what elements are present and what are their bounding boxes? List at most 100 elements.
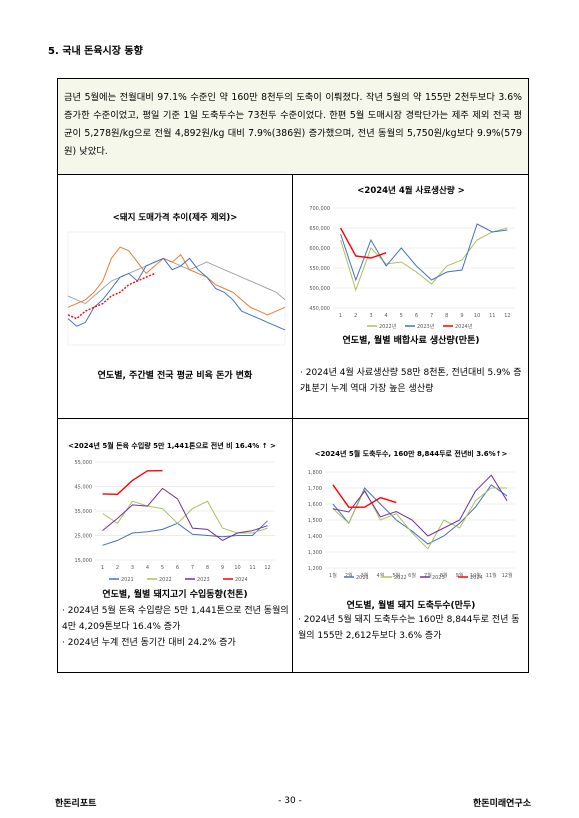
caption: 연도별, 월별 배합사료 생산량(만톤) <box>342 336 480 346</box>
y-tick-label: 1,200 <box>308 566 322 572</box>
bullet: · 2024년 누계 전년 동기간 대비 24.2% 증가 <box>62 638 236 648</box>
caption: 연도별, 주간별 전국 평균 비육 돈가 변화 <box>97 371 253 381</box>
x-tick-label: 7월 <box>424 572 432 579</box>
x-tick-label: 2 <box>354 313 357 319</box>
y-tick-label: 1,300 <box>308 550 322 556</box>
x-tick-label: 9월 <box>456 572 464 579</box>
y-tick-label: 1,500 <box>308 518 322 524</box>
y-tick-label: 650,000 <box>309 226 330 232</box>
x-tick-label: 8월 <box>440 572 448 579</box>
legend-label: 2024년 <box>455 323 473 330</box>
bullet: · 1분기 누계 역대 가장 높은 생산량 <box>300 384 434 394</box>
x-tick-label: 12 <box>264 565 270 571</box>
x-tick-label: 12월 <box>502 572 513 579</box>
y-tick-label: 25,000 <box>75 534 93 540</box>
legend-label: 2023 <box>197 577 210 583</box>
x-tick-label: 10 <box>234 565 240 571</box>
chart-title: <2024년 4월 사료생산량 > <box>357 185 464 196</box>
y-tick-label: 700,000 <box>309 206 330 212</box>
series-line <box>332 484 508 545</box>
x-tick-label: 8 <box>445 313 448 319</box>
x-tick-label: 1 <box>101 565 104 571</box>
y-tick-label: 1,700 <box>308 486 322 492</box>
series-line <box>102 487 268 541</box>
x-tick-label: 6월 <box>408 572 416 579</box>
x-tick-label: 4 <box>146 565 149 571</box>
chart-title: <2024년 5월 돈육 수입량 5만 1,441톤으로 전년 비 16.4% … <box>68 441 276 450</box>
x-tick-label: 2월 <box>345 572 353 579</box>
x-tick-label: 8 <box>206 565 209 571</box>
x-tick-label: 6 <box>176 565 179 571</box>
bullet: · 2024년 4월 사료생산량 58만 8천톤, 전년대비 5.9% 증가 <box>300 368 522 394</box>
series-line <box>67 257 286 305</box>
x-tick-label: 3 <box>131 565 134 571</box>
footer-right: 한돈미래연구소 <box>473 799 531 809</box>
y-tick-label: 600,000 <box>309 246 330 252</box>
chart-title: <돼지 도매가격 추이(제주 제외)> <box>113 212 238 223</box>
x-tick-label: 12 <box>504 313 510 319</box>
series-line <box>340 227 508 292</box>
x-tick-label: 1월 <box>329 572 337 579</box>
series-line <box>67 246 286 316</box>
x-tick-label: 5 <box>161 565 164 571</box>
chart-title: <2024년 5월 도축두수, 160만 8,844두로 전년비 3.6%↑> <box>315 449 508 458</box>
x-tick-label: 5 <box>400 313 403 319</box>
x-tick-label: 3월 <box>361 572 369 579</box>
x-tick-label: 2 <box>116 565 119 571</box>
x-tick-label: 11월 <box>486 572 497 579</box>
summary: 금년 5월에는 전월대비 97.1% 수준인 약 160만 8천두의 도축이 이… <box>57 78 529 175</box>
y-tick-label: 1,600 <box>308 502 322 508</box>
y-tick-label: 1,800 <box>308 470 322 476</box>
section-title: 5. 국내 돈육시장 동향 <box>48 46 143 57</box>
page-number: - 30 - <box>278 796 302 806</box>
series-line <box>67 272 156 320</box>
legend-label: 2022 <box>394 575 407 581</box>
legend-label: 2022 <box>159 577 172 583</box>
bullet: · 2024년 5월 돈육 수입량은 5만 1,441톤으로 전년 동월의 4만… <box>62 606 289 632</box>
y-tick-label: 1,400 <box>308 534 322 540</box>
series-line <box>340 223 508 282</box>
legend-label: 2024 <box>470 575 483 581</box>
x-tick-label: 10 <box>474 313 480 319</box>
legend-label: 2023 <box>432 575 445 581</box>
x-tick-label: 10월 <box>470 572 481 579</box>
y-tick-label: 450,000 <box>309 306 330 312</box>
legend-label: 2021 <box>356 575 369 581</box>
x-tick-label: 7 <box>430 313 433 319</box>
y-tick-label: 35,000 <box>75 509 93 515</box>
y-tick-label: 15,000 <box>75 558 93 564</box>
x-tick-label: 3 <box>369 313 372 319</box>
legend-label: 2024 <box>235 577 248 583</box>
series-line <box>332 484 397 508</box>
caption: 연도별, 월별 돼지 도축두수(만두) <box>346 601 476 611</box>
series-line <box>67 257 286 331</box>
series-line <box>102 520 268 546</box>
x-tick-label: 6 <box>415 313 418 319</box>
y-tick-label: 55,000 <box>75 460 93 466</box>
x-tick-label: 5월 <box>392 572 400 579</box>
legend-label: 2021 <box>121 577 134 583</box>
series-line <box>332 487 508 550</box>
x-tick-label: 7 <box>191 565 194 571</box>
series-line <box>102 470 163 496</box>
x-tick-label: 11 <box>489 313 495 319</box>
y-tick-label: 550,000 <box>309 266 330 272</box>
x-tick-label: 4월 <box>377 572 385 579</box>
x-tick-label: 4 <box>384 313 387 319</box>
caption: 연도별, 월별 돼지고기 수입동향(천톤) <box>102 590 248 600</box>
bullet: · 2024년 5월 돼지 도축두수는 160만 8,844두로 전년 동월의 … <box>298 615 520 641</box>
x-tick-label: 9 <box>460 313 463 319</box>
series-line <box>339 227 387 259</box>
y-tick-label: 500,000 <box>309 286 330 292</box>
plot-frame <box>67 231 286 346</box>
y-tick-label: 45,000 <box>75 485 93 491</box>
series-line <box>332 474 508 537</box>
x-tick-label: 1 <box>339 313 342 319</box>
legend-label: 2022년 <box>379 323 397 330</box>
cell <box>292 418 529 673</box>
footer-left: 한돈리포트 <box>55 799 97 809</box>
x-tick-label: 9 <box>221 565 224 571</box>
x-tick-label: 11 <box>249 565 255 571</box>
